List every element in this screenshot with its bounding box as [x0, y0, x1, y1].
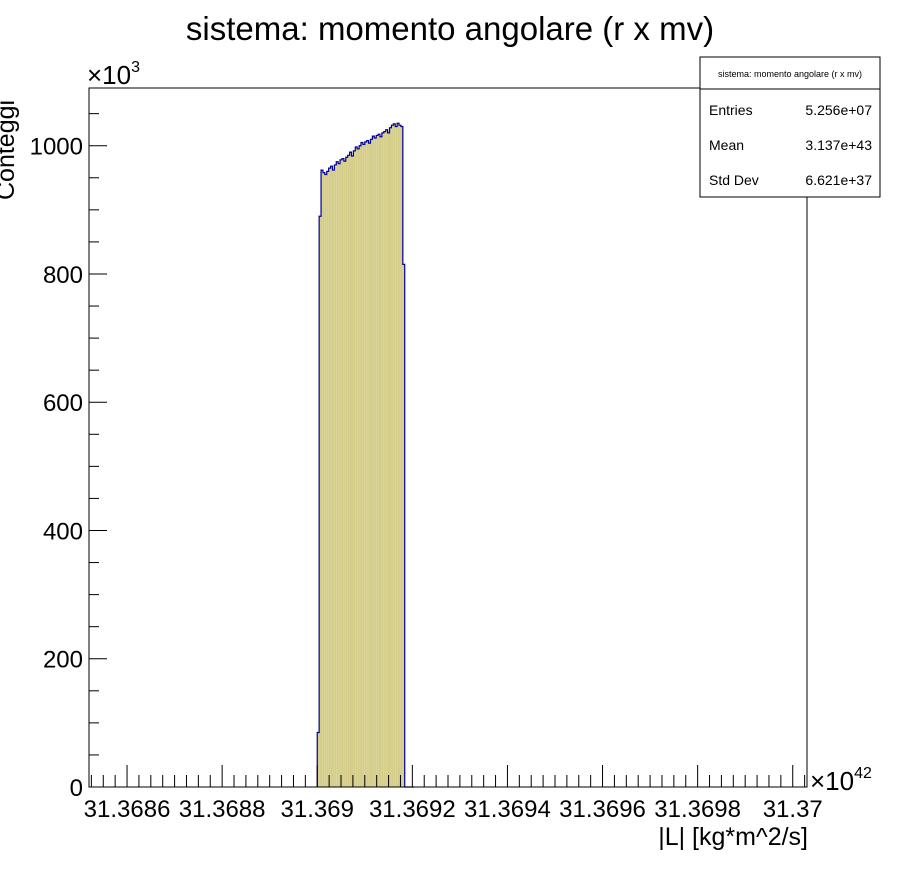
x-axis-ticks: 31.3686 31.3688 31.369 31.3692 31.3694 31.369… — [84, 765, 823, 823]
x-exponent: ×1042 — [810, 765, 872, 796]
x-tick-label: 31.3694 — [464, 796, 551, 823]
histogram-bin — [357, 148, 360, 788]
plot-frame — [88, 87, 808, 788]
histogram-bin — [385, 129, 388, 788]
stats-mean-value: 3.137e+43 — [805, 137, 872, 153]
stats-entries-label: Entries — [709, 102, 753, 118]
histogram-bin — [368, 143, 371, 787]
x-tick-label: 31.3692 — [369, 796, 456, 823]
histogram-bin — [338, 163, 341, 787]
x-tick-label: 31.3688 — [179, 796, 266, 823]
histogram-bin — [345, 157, 348, 787]
histogram-bin — [343, 161, 346, 787]
histogram-bin — [322, 172, 325, 787]
histogram-bin — [341, 158, 344, 788]
histogram-bin — [389, 127, 392, 787]
histogram-bin — [381, 132, 384, 788]
histogram-bin — [347, 155, 350, 788]
histogram-bin — [374, 138, 377, 787]
histogram-bin — [362, 144, 365, 787]
histogram-bin — [376, 135, 379, 787]
histogram-bin — [364, 141, 367, 787]
x-tick-label: 31.3696 — [559, 796, 646, 823]
histogram-bin — [326, 171, 329, 788]
histogram-bin — [370, 139, 373, 788]
y-tick-label: 0 — [70, 775, 83, 802]
histogram-bin — [372, 136, 375, 788]
histogram-bin — [397, 123, 400, 788]
histogram-bin — [399, 125, 401, 787]
histogram-outline — [316, 122, 415, 788]
histogram-bin — [349, 152, 352, 788]
y-axis-label: Conteggi — [0, 100, 20, 200]
x-exponent-base: ×10 — [810, 766, 854, 796]
y-tick-label: 800 — [43, 262, 83, 289]
x-tick-label: 31.37 — [763, 796, 823, 823]
histogram-bin — [387, 132, 390, 788]
histogram-bin — [324, 174, 327, 788]
chart-title: sistema: momento angolare (r x mv) — [186, 10, 714, 47]
svg-text:×103: ×103 — [87, 59, 140, 90]
histogram-bars — [316, 122, 415, 788]
histogram-bin — [355, 146, 358, 787]
svg-text:×1042: ×1042 — [810, 765, 872, 796]
stats-entries-value: 5.256e+07 — [805, 102, 872, 118]
histogram-bin — [317, 732, 320, 787]
x-exponent-power: 42 — [854, 765, 872, 782]
stats-stddev-label: Std Dev — [709, 172, 759, 188]
histogram-bin — [328, 168, 331, 788]
histogram-bin — [330, 166, 333, 787]
histogram-bin — [319, 216, 322, 787]
stats-box: sistema: momento angolare (r x mv) Entri… — [699, 56, 881, 198]
histogram-bin — [334, 164, 337, 788]
x-tick-label: 31.369 — [281, 796, 354, 823]
y-exponent-base: ×10 — [87, 60, 131, 90]
histogram-bin — [402, 264, 405, 787]
histogram-bin — [351, 155, 354, 788]
y-exponent: ×103 — [87, 59, 140, 90]
y-tick-label: 400 — [43, 518, 83, 545]
histogram-bin — [321, 170, 323, 787]
histogram-bin — [336, 161, 339, 788]
histogram-bin — [353, 150, 356, 787]
x-axis-label: |L| [kg*m^2/s] — [658, 823, 808, 851]
stats-title: sistema: momento angolare (r x mv) — [718, 69, 862, 79]
histogram-bin — [380, 136, 382, 787]
stats-mean-label: Mean — [709, 137, 744, 153]
stats-stddev-value: 6.621e+37 — [805, 172, 872, 188]
x-tick-label: 31.3698 — [654, 796, 741, 823]
histogram-bin — [366, 140, 369, 787]
histogram-bin — [395, 126, 398, 788]
histogram-bin — [340, 159, 342, 787]
y-exponent-power: 3 — [131, 59, 140, 76]
histogram-bin — [383, 131, 386, 787]
y-tick-label: 1000 — [30, 134, 83, 161]
histogram-bin — [360, 142, 363, 788]
x-tick-label: 31.3686 — [84, 796, 171, 823]
y-tick-label: 600 — [43, 390, 83, 417]
histogram-bin — [393, 123, 396, 787]
histogram-bin — [391, 125, 394, 787]
y-axis-ticks: 0 200 400 600 800 1000 — [30, 113, 107, 802]
histogram-bin — [400, 126, 403, 788]
histogram-bin — [378, 134, 381, 787]
y-tick-label: 200 — [43, 647, 83, 674]
histogram-bin — [332, 170, 335, 787]
histogram-bin — [359, 145, 361, 788]
